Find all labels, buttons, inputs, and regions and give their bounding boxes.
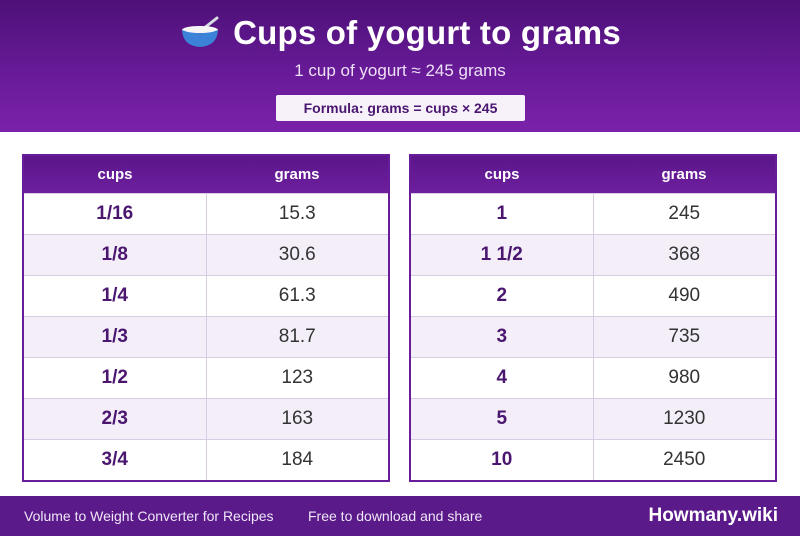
grams-cell: 15.3 xyxy=(278,203,316,224)
cups-cell: 1 1/2 xyxy=(411,235,594,275)
cups-cell: 1 xyxy=(411,194,594,234)
grams-cell: 184 xyxy=(281,449,314,470)
brand-logo-text[interactable]: Howmany.wiki xyxy=(648,505,778,526)
cups-cell: 2 xyxy=(411,276,594,316)
grams-cell: 1230 xyxy=(663,408,706,429)
grams-cell: 123 xyxy=(281,367,314,388)
column-header-grams: grams xyxy=(274,166,320,183)
table-row: 1/2 123 xyxy=(24,357,388,398)
grams-cell: 30.6 xyxy=(278,244,316,265)
column-header-cups: cups xyxy=(97,166,133,183)
subtitle: 1 cup of yogurt ≈ 245 grams xyxy=(294,61,506,80)
cups-cell: 2/3 xyxy=(24,399,207,439)
conversion-table-right: cups grams 1 245 1 1/2 368 2 490 3 735 4… xyxy=(409,154,777,482)
formula-badge: Formula: grams = cups × 245 xyxy=(276,95,525,121)
table-row: 2 490 xyxy=(411,275,775,316)
footer-tagline: Volume to Weight Converter for Recipes xyxy=(24,508,274,524)
grams-cell: 368 xyxy=(668,244,701,265)
conversion-table-left: cups grams 1/16 15.3 1/8 30.6 1/4 61.3 1… xyxy=(22,154,390,482)
table-row: 3 735 xyxy=(411,316,775,357)
header-banner: Cups of yogurt to grams 1 cup of yogurt … xyxy=(0,0,800,132)
title-text: Cups of yogurt to grams xyxy=(233,14,621,51)
cups-cell: 10 xyxy=(411,440,594,480)
cups-cell: 4 xyxy=(411,358,594,398)
table-row: 4 980 xyxy=(411,357,775,398)
grams-cell: 61.3 xyxy=(278,285,316,306)
column-header-cups: cups xyxy=(484,166,520,183)
table-row: 1/3 81.7 xyxy=(24,316,388,357)
table-row: 1 1/2 368 xyxy=(411,234,775,275)
table-row: 3/4 184 xyxy=(24,439,388,480)
table-header: cups grams xyxy=(411,156,775,193)
cups-cell: 1/16 xyxy=(24,194,207,234)
footer-note: Free to download and share xyxy=(308,508,483,524)
footer-bar: Volume to Weight Converter for Recipes F… xyxy=(0,496,800,536)
grams-cell: 81.7 xyxy=(278,326,316,347)
cups-cell: 1/8 xyxy=(24,235,207,275)
cups-cell: 3/4 xyxy=(24,440,207,480)
page-title: Cups of yogurt to grams xyxy=(0,14,800,52)
table-row: 5 1230 xyxy=(411,398,775,439)
grams-cell: 163 xyxy=(281,408,314,429)
table-row: 2/3 163 xyxy=(24,398,388,439)
table-row: 1/16 15.3 xyxy=(24,193,388,234)
grams-cell: 490 xyxy=(668,285,701,306)
table-row: 10 2450 xyxy=(411,439,775,480)
table-row: 1/4 61.3 xyxy=(24,275,388,316)
grams-cell: 980 xyxy=(668,367,701,388)
cups-cell: 1/4 xyxy=(24,276,207,316)
cups-cell: 5 xyxy=(411,399,594,439)
table-row: 1/8 30.6 xyxy=(24,234,388,275)
grams-cell: 735 xyxy=(668,326,701,347)
cups-cell: 3 xyxy=(411,317,594,357)
column-header-grams: grams xyxy=(661,166,707,183)
grams-cell: 2450 xyxy=(663,449,706,470)
table-header: cups grams xyxy=(24,156,388,193)
cups-cell: 1/3 xyxy=(24,317,207,357)
bowl-with-spoon-icon xyxy=(182,16,219,47)
table-row: 1 245 xyxy=(411,193,775,234)
cups-cell: 1/2 xyxy=(24,358,207,398)
grams-cell: 245 xyxy=(668,203,701,224)
